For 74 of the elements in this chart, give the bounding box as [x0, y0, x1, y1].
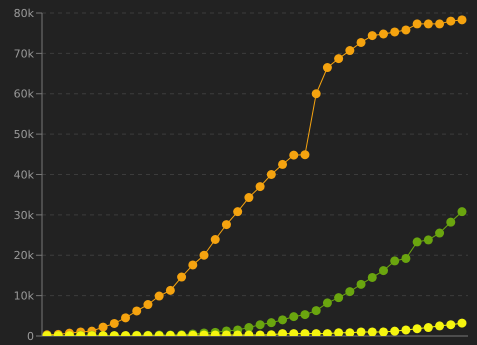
point — [412, 19, 422, 28]
point — [132, 306, 142, 316]
y-tick-label: 10k — [14, 290, 35, 303]
point — [166, 286, 175, 295]
point — [458, 15, 466, 24]
point — [154, 292, 164, 301]
point — [278, 315, 288, 324]
point — [446, 320, 456, 330]
point — [368, 31, 377, 40]
y-tick-label: 70k — [14, 47, 35, 60]
point — [412, 324, 422, 334]
point — [458, 318, 466, 328]
point — [143, 300, 152, 310]
point — [312, 306, 321, 316]
point — [356, 38, 366, 47]
point — [345, 46, 354, 56]
point — [424, 235, 433, 244]
point — [345, 287, 354, 296]
point — [334, 293, 344, 302]
point — [401, 254, 410, 263]
y-tick-label: 0 — [27, 330, 34, 343]
point — [256, 320, 265, 330]
point — [345, 328, 354, 336]
point — [412, 237, 422, 246]
point — [390, 256, 400, 266]
point — [266, 318, 276, 328]
point — [244, 193, 254, 202]
point — [322, 63, 332, 72]
point — [390, 27, 400, 36]
point — [435, 321, 444, 330]
point — [424, 323, 433, 332]
point — [378, 29, 388, 38]
point — [424, 19, 433, 28]
point — [278, 160, 288, 169]
point — [289, 150, 298, 160]
point — [334, 328, 344, 336]
point — [356, 327, 366, 336]
point — [110, 318, 119, 328]
point — [356, 280, 366, 289]
point — [435, 19, 444, 28]
point — [446, 218, 456, 227]
point — [300, 150, 310, 160]
y-tick-label: 60k — [14, 88, 35, 101]
point — [401, 25, 410, 34]
y-tick-label: 30k — [14, 208, 35, 222]
point — [121, 313, 130, 322]
point — [256, 182, 265, 192]
point — [322, 298, 332, 308]
point — [200, 250, 209, 260]
point — [266, 170, 276, 179]
point — [177, 272, 186, 282]
point — [378, 327, 388, 336]
point — [401, 325, 410, 334]
point — [188, 260, 198, 270]
point — [435, 228, 444, 238]
point — [368, 327, 377, 336]
point — [368, 272, 377, 282]
point — [446, 16, 456, 26]
point — [458, 207, 466, 216]
y-tick-label: 80k — [14, 6, 35, 20]
y-tick-label: 50k — [14, 128, 35, 142]
point — [378, 266, 388, 276]
y-tick-label: 40k — [14, 168, 35, 182]
point — [244, 323, 254, 332]
point — [210, 235, 220, 244]
point — [312, 89, 321, 98]
point — [222, 220, 231, 230]
point — [334, 54, 344, 64]
point — [300, 310, 310, 320]
point — [289, 312, 298, 322]
point — [390, 326, 400, 336]
point — [98, 322, 108, 332]
point — [233, 207, 242, 216]
y-tick-label: 20k — [14, 249, 35, 262]
